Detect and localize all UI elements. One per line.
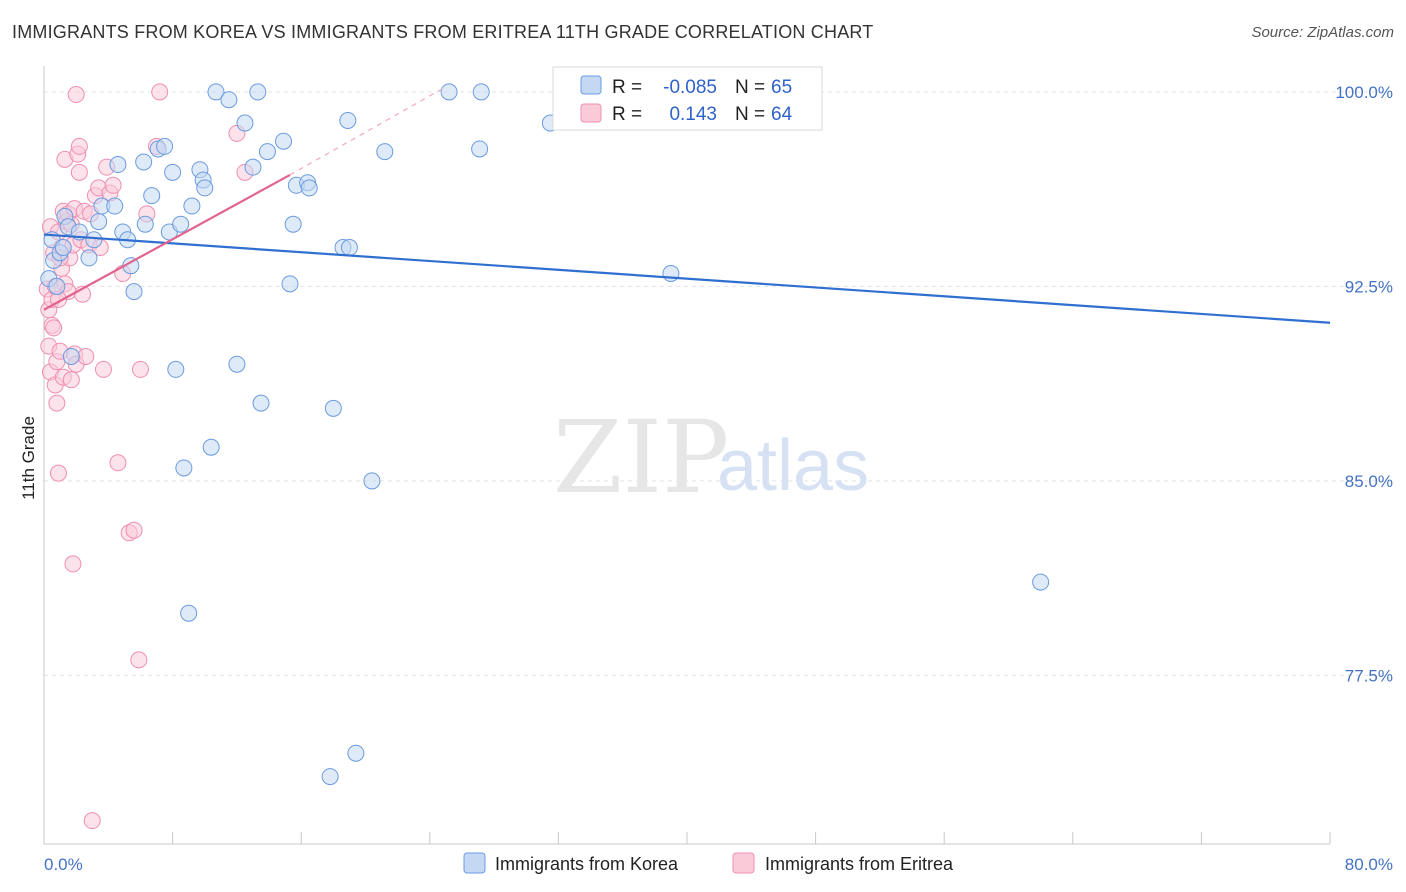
- korea-point-63: [175, 459, 193, 477]
- korea-point-22: [143, 187, 161, 205]
- korea-point-43: [281, 275, 299, 293]
- watermark-atlas: atlas: [717, 426, 869, 506]
- korea-point-48: [321, 768, 339, 786]
- y-tick-label-3: 100.0%: [1335, 83, 1393, 102]
- stats-legend: R = -0.085 N = 65 R = 0.143 N = 64: [552, 66, 823, 131]
- korea-point-54: [363, 472, 381, 490]
- eritrea-point-35: [70, 163, 88, 181]
- korea-point-35: [220, 91, 238, 109]
- korea-point-26: [164, 163, 182, 181]
- korea-point-19: [125, 283, 143, 301]
- korea-point-64: [180, 604, 198, 622]
- korea-point-61: [662, 264, 680, 282]
- korea-point-53: [347, 744, 365, 762]
- korea-point-21: [136, 215, 154, 233]
- y-tick-label-2: 92.5%: [1345, 277, 1393, 296]
- korea-n-label: N =: [735, 77, 765, 98]
- eritrea-bottom-swatch: [732, 852, 755, 874]
- y-tick-label-0: 77.5%: [1345, 666, 1393, 685]
- eritrea-point-55: [131, 360, 149, 378]
- korea-point-52: [340, 239, 358, 257]
- chart-title: IMMIGRANTS FROM KOREA VS IMMIGRANTS FROM…: [12, 22, 874, 42]
- korea-point-24: [156, 137, 174, 155]
- eritrea-r-value: 0.143: [669, 104, 717, 125]
- eritrea-n-value: 64: [771, 104, 793, 125]
- korea-bottom-label: Immigrants from Korea: [495, 854, 679, 874]
- eritrea-legend-swatch: [580, 103, 602, 123]
- korea-point-55: [376, 143, 394, 161]
- korea-point-42: [275, 132, 293, 150]
- korea-r-label: R =: [612, 77, 642, 98]
- x-tick-label-0: 0.0%: [44, 855, 83, 874]
- eritrea-point-8: [45, 319, 63, 337]
- axes: [43, 66, 1331, 845]
- eritrea-bottom-label: Immigrants from Eritrea: [765, 854, 954, 874]
- eritrea-point-46: [94, 360, 112, 378]
- korea-point-51: [339, 111, 357, 129]
- eritrea-point-50: [109, 454, 127, 472]
- eritrea-point-27: [62, 371, 80, 389]
- korea-point-5: [54, 239, 72, 257]
- korea-point-58: [472, 83, 490, 101]
- korea-point-40: [252, 394, 270, 412]
- korea-point-3: [48, 277, 66, 295]
- x-tick-labels: 0.0% 80.0%: [44, 855, 1393, 874]
- korea-point-20: [135, 153, 153, 171]
- watermark-zip: ZIP: [553, 399, 729, 516]
- y-tick-label-1: 85.0%: [1345, 472, 1393, 491]
- eritrea-point-14: [49, 464, 67, 482]
- korea-point-57: [471, 140, 489, 158]
- eritrea-n-label: N =: [735, 104, 765, 125]
- x-tick-label-1: 80.0%: [1345, 855, 1393, 874]
- eritrea-point-58: [151, 83, 169, 101]
- eritrea-point-11: [48, 394, 66, 412]
- korea-point-49: [324, 399, 342, 417]
- korea-point-14: [106, 197, 124, 215]
- korea-point-32: [196, 179, 214, 197]
- eritrea-trend-extension: [289, 86, 447, 176]
- korea-point-8: [62, 347, 80, 365]
- korea-point-56: [440, 83, 458, 101]
- y-tick-labels: 77.5% 85.0% 92.5% 100.0%: [1335, 83, 1393, 686]
- korea-point-62: [1032, 573, 1050, 591]
- korea-point-41: [258, 143, 276, 161]
- eritrea-point-54: [130, 651, 148, 669]
- korea-legend-swatch: [580, 75, 602, 95]
- trend-lines: [43, 86, 1331, 324]
- korea-n-value: 65: [771, 77, 792, 98]
- korea-point-12: [90, 213, 108, 231]
- source-label: Source: ZipAtlas.com: [1251, 24, 1394, 41]
- eritrea-point-36: [70, 137, 88, 155]
- eritrea-point-33: [67, 86, 85, 104]
- korea-point-37: [236, 114, 254, 132]
- korea-r-value: -0.085: [663, 77, 717, 98]
- korea-point-34: [207, 83, 225, 101]
- eritrea-point-42: [83, 812, 101, 830]
- korea-point-44: [284, 215, 302, 233]
- korea-point-36: [228, 355, 246, 373]
- y-axis-label: 11th Grade: [19, 416, 38, 500]
- korea-point-39: [249, 83, 267, 101]
- bottom-legend: Immigrants from Korea Immigrants from Er…: [463, 852, 954, 874]
- korea-point-47: [300, 179, 318, 197]
- korea-point-10: [80, 249, 98, 267]
- korea-points: [40, 83, 1050, 786]
- grid-lines: [44, 91, 1392, 676]
- korea-trend-line: [43, 233, 1331, 324]
- korea-point-38: [244, 158, 262, 176]
- korea-bottom-swatch: [463, 852, 486, 874]
- eritrea-point-49: [104, 176, 122, 194]
- korea-point-29: [183, 197, 201, 215]
- eritrea-point-53: [125, 521, 143, 539]
- korea-point-33: [202, 438, 220, 456]
- eritrea-trend-line: [43, 173, 291, 311]
- korea-point-28: [172, 215, 190, 233]
- eritrea-point-39: [77, 347, 95, 365]
- korea-point-15: [109, 156, 127, 174]
- eritrea-point-29: [64, 555, 82, 573]
- eritrea-r-label: R =: [612, 104, 642, 125]
- korea-point-27: [167, 360, 185, 378]
- korea-point-11: [85, 231, 103, 249]
